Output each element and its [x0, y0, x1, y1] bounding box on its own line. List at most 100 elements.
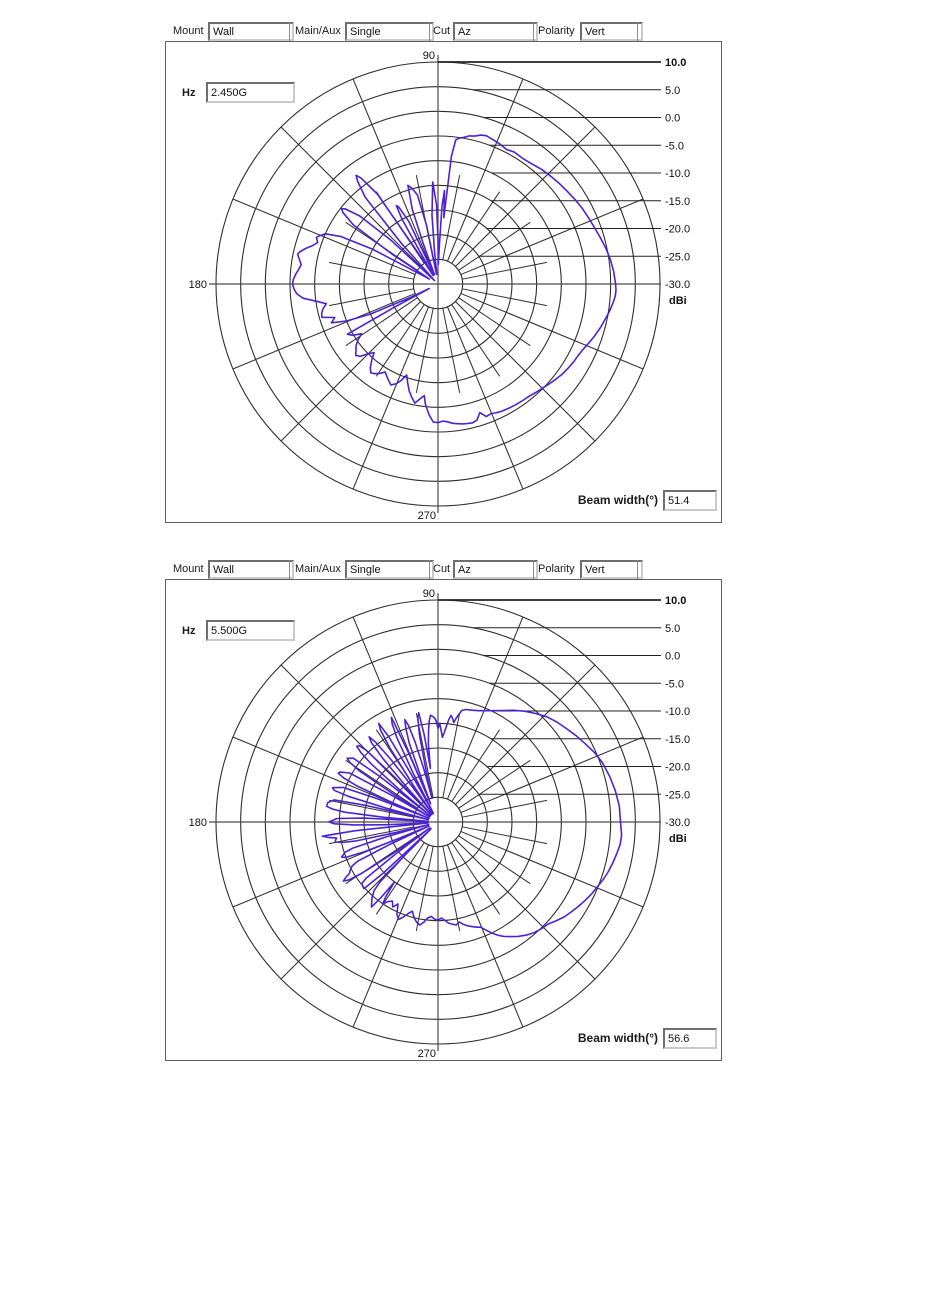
grid-minor-spoke	[415, 846, 434, 931]
grid-minor-spoke	[442, 713, 461, 798]
grid-spoke	[460, 292, 644, 370]
radial-scale-label: -30.0	[665, 279, 690, 291]
grid-minor-spoke	[458, 835, 531, 885]
pattern-panel-5g5: Mount Main/Aux Cut Polarity 90 180 270 10.0…	[165, 560, 722, 1061]
polarity-input[interactable]	[580, 560, 643, 579]
radial-scale-label: -5.0	[665, 678, 684, 690]
grid-minor-spoke	[462, 261, 547, 280]
polarity-input[interactable]	[580, 22, 643, 41]
grid-minor-spoke	[375, 304, 425, 377]
angle-label-90: 90	[423, 588, 435, 600]
beamwidth-label: Beam width(°)	[577, 1031, 658, 1045]
radial-unit-label: dBi	[669, 295, 687, 307]
grid-minor-spoke	[442, 308, 461, 393]
cut-input[interactable]	[453, 22, 538, 41]
grid-spoke	[446, 78, 524, 262]
angle-label-90: 90	[423, 50, 435, 62]
pattern-panel-2g4: Mount Main/Aux Cut Polarity 90 180 270 10.0…	[165, 22, 722, 523]
radial-scale-label: -25.0	[665, 789, 690, 801]
mount-label: Mount	[173, 563, 204, 575]
pattern-curve	[291, 134, 617, 425]
mount-input[interactable]	[208, 560, 294, 579]
radial-scale-label: -15.0	[665, 734, 690, 746]
cut-input[interactable]	[453, 560, 538, 579]
grid-minor-spoke	[451, 729, 501, 802]
radial-scale-label: -20.0	[665, 224, 690, 236]
divider	[289, 560, 290, 579]
mount-label: Mount	[173, 25, 204, 37]
grid-spoke	[460, 830, 644, 908]
divider	[429, 22, 430, 41]
chart-area: 90 180 270 10.0 5.0 0.0 -5.0 -10.0 -15.0 -20.0 -25…	[165, 41, 722, 523]
frequency-input[interactable]	[206, 620, 295, 641]
grid-minor-spoke	[458, 297, 531, 347]
grid-spoke	[352, 844, 430, 1028]
grid-minor-spoke	[329, 826, 414, 845]
grid-spoke	[460, 736, 644, 814]
grid-spoke	[460, 198, 644, 276]
grid-spoke	[232, 198, 416, 276]
divider	[289, 22, 290, 41]
grid-spoke	[446, 616, 524, 800]
grid-spoke	[446, 306, 524, 490]
frequency-label: Hz	[182, 625, 196, 637]
mount-input[interactable]	[208, 22, 294, 41]
radial-scale-label: -30.0	[665, 817, 690, 829]
cut-label: Cut	[433, 563, 451, 575]
radial-scale-label: 5.0	[665, 623, 680, 635]
radial-scale-label: -20.0	[665, 762, 690, 774]
radial-scale-label: 10.0	[665, 57, 686, 69]
grid-minor-spoke	[462, 288, 547, 307]
grid-minor-spoke	[462, 826, 547, 845]
divider	[429, 560, 430, 579]
grid-spoke	[455, 664, 596, 805]
radial-scale-label: -25.0	[665, 251, 690, 263]
grid-spoke	[232, 736, 416, 814]
grid-minor-spoke	[415, 308, 434, 393]
frequency-label: Hz	[182, 87, 196, 99]
polarity-label: Polarity	[538, 563, 575, 575]
radial-scale-label: 10.0	[665, 595, 686, 607]
beamwidth-label: Beam width(°)	[577, 493, 658, 507]
grid-spoke	[455, 301, 596, 442]
cut-label: Cut	[433, 25, 451, 37]
mainaux-label: Main/Aux	[295, 25, 341, 37]
angle-label-270: 270	[418, 510, 436, 522]
grid-minor-spoke	[458, 759, 531, 809]
radial-scale-label: 0.0	[665, 651, 680, 663]
radial-scale-label: -10.0	[665, 168, 690, 180]
grid-minor-spoke	[451, 842, 501, 915]
radial-scale-label: -5.0	[665, 140, 684, 152]
grid-minor-spoke	[329, 288, 414, 307]
radial-scale-label: -10.0	[665, 706, 690, 718]
polar-plot: 90 180 270 10.0 5.0 0.0 -5.0 -10.0 -15.0 -20.0 -25…	[189, 588, 690, 1060]
radial-unit-label: dBi	[669, 833, 687, 845]
grid-spoke	[232, 292, 416, 370]
angle-label-180: 180	[189, 279, 207, 291]
mainaux-input[interactable]	[345, 560, 434, 579]
divider	[637, 22, 638, 41]
grid-minor-spoke	[451, 191, 501, 264]
beamwidth-input[interactable]	[663, 490, 717, 511]
angle-label-180: 180	[189, 817, 207, 829]
beamwidth-input[interactable]	[663, 1028, 717, 1049]
pattern-curve	[321, 708, 623, 938]
mainaux-input[interactable]	[345, 22, 434, 41]
grid-minor-spoke	[442, 846, 461, 931]
grid-minor-spoke	[462, 799, 547, 818]
grid-minor-spoke	[345, 297, 418, 347]
angle-label-270: 270	[418, 1048, 436, 1060]
grid-spoke	[352, 78, 430, 262]
divider	[533, 22, 534, 41]
grid-minor-spoke	[329, 261, 414, 280]
frequency-input[interactable]	[206, 82, 295, 103]
grid-spoke	[446, 844, 524, 1028]
radial-scale-label: 0.0	[665, 113, 680, 125]
grid-minor-spoke	[442, 175, 461, 260]
grid-spoke	[280, 126, 421, 267]
polarity-label: Polarity	[538, 25, 575, 37]
divider	[637, 560, 638, 579]
grid-spoke	[455, 126, 596, 267]
radial-scale-label: 5.0	[665, 85, 680, 97]
